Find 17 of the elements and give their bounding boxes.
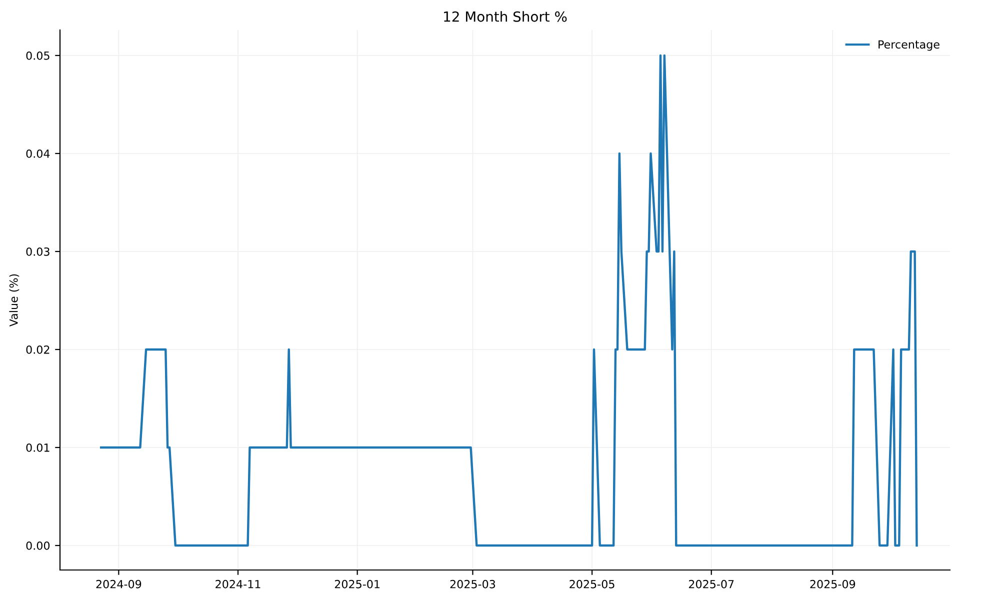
y-tick-label: 0.01 bbox=[26, 443, 50, 452]
x-tick-label: 2025-07 bbox=[688, 580, 734, 588]
x-tick-label: 2025-03 bbox=[450, 580, 496, 588]
y-tick-label: 0.00 bbox=[26, 541, 50, 550]
x-tick-label: 2025-09 bbox=[810, 580, 856, 588]
x-tick-label: 2025-05 bbox=[570, 580, 614, 588]
y-tick-label: 0.02 bbox=[26, 345, 50, 354]
chart-title: 12 Month Short % bbox=[444, 11, 567, 22]
x-tick-label: 2024-09 bbox=[96, 580, 142, 588]
x-tick-label: 2025-01 bbox=[334, 580, 380, 588]
y-tick-label: 0.03 bbox=[26, 247, 50, 256]
y-tick-label: 0.04 bbox=[26, 149, 50, 158]
y-axis-title: Value (%) bbox=[9, 274, 20, 327]
legend-label: Percentage bbox=[878, 40, 940, 51]
y-tick-label: 0.05 bbox=[26, 51, 50, 60]
line-series bbox=[100, 54, 918, 547]
x-tick-label: 2024-11 bbox=[216, 580, 260, 588]
